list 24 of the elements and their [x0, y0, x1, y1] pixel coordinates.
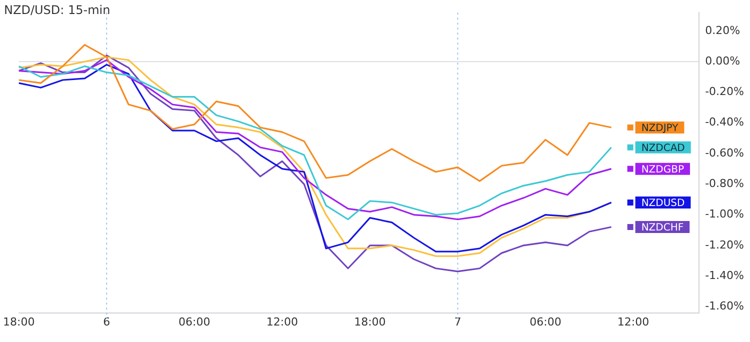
x-tick-label: 12:00: [617, 315, 650, 328]
y-tick-label: -0.40%: [705, 116, 744, 129]
legend-label: NZDJPY: [641, 123, 680, 134]
y-tick-label: -1.00%: [705, 208, 744, 221]
x-tick-label: 06:00: [530, 315, 562, 328]
legend-label: NZDGBP: [641, 164, 684, 176]
y-tick-label: -0.20%: [705, 85, 744, 98]
y-tick-label: -1.20%: [705, 238, 744, 252]
x-tick-label: 18:00: [3, 315, 35, 328]
chart-title: NZD/USD: 15-min: [4, 3, 110, 18]
x-tick-label: 12:00: [266, 315, 298, 328]
legend-label: NZDCAD: [641, 142, 686, 154]
x-tick-label: 6: [103, 315, 110, 328]
legend-label: NZDCHF: [641, 222, 684, 234]
y-tick-label: -0.60%: [705, 146, 744, 160]
y-tick-label: -1.60%: [705, 300, 744, 313]
y-tick-label: 0.00%: [705, 54, 740, 68]
x-tick-label: 7: [454, 315, 462, 328]
x-tick-label: 18:00: [354, 315, 386, 328]
legend-label: NZDUSD: [641, 198, 686, 210]
y-tick-label: 0.20%: [705, 24, 740, 37]
y-tick-label: -0.80%: [705, 177, 744, 190]
x-tick-label: 06:00: [178, 315, 210, 328]
y-tick-label: -1.40%: [705, 268, 744, 282]
